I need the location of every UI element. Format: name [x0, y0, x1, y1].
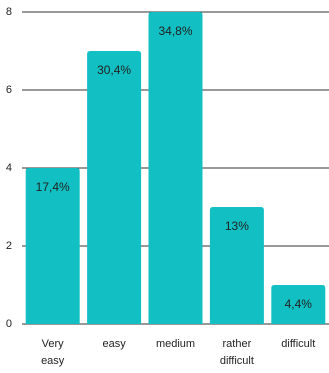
y-tick-label: 4: [6, 162, 12, 174]
bar-label: 17,4%: [36, 180, 70, 194]
y-tick-label: 8: [6, 6, 12, 18]
x-tick-label-box: easy: [102, 338, 126, 350]
bar-label: 34,8%: [158, 24, 192, 38]
bar-label: 30,4%: [97, 63, 131, 77]
bar: [87, 51, 142, 324]
x-tick-label: difficult: [281, 338, 316, 350]
x-tick-label: easy: [102, 338, 126, 350]
x-tick-label-box: Very easy: [41, 338, 65, 367]
bar-label: 13%: [225, 219, 249, 233]
x-tick-label: Very easy: [41, 338, 65, 367]
y-tick-label: 0: [6, 318, 12, 330]
y-tick-label: 6: [6, 84, 12, 96]
x-tick-label-box: difficult: [281, 338, 316, 350]
bar: [148, 12, 203, 324]
bar-label: 4,4%: [285, 297, 313, 311]
bar: [271, 285, 326, 324]
x-tick-label: medium: [155, 338, 196, 350]
y-tick-label: 2: [6, 240, 12, 252]
x-tick-label-box: rather difficult: [219, 338, 254, 367]
bar: [209, 207, 264, 324]
x-tick-label: rather difficult: [219, 338, 254, 367]
bar: [25, 168, 80, 324]
x-tick-label-box: medium: [155, 338, 196, 350]
